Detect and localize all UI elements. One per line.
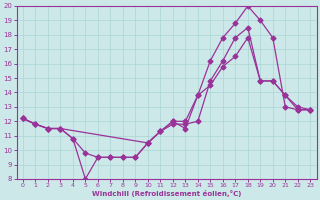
X-axis label: Windchill (Refroidissement éolien,°C): Windchill (Refroidissement éolien,°C) [92,190,241,197]
